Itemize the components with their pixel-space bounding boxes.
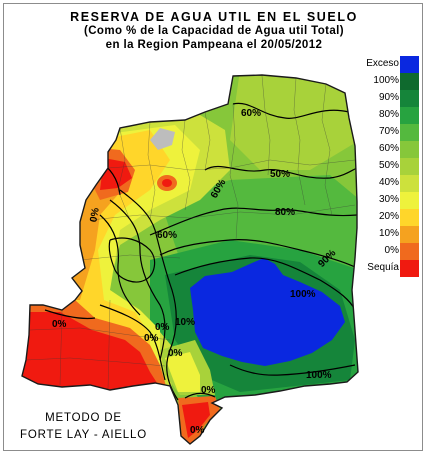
legend-swatch (400, 226, 419, 243)
legend-swatch (400, 56, 419, 73)
map-region-date: en la Region Pampeana el 20/05/2012 (105, 39, 323, 51)
contour-label: 0% (201, 385, 216, 396)
method-label: METODO DE (45, 412, 122, 424)
legend-swatch (400, 90, 419, 107)
legend-swatch (400, 260, 419, 277)
legend-label: 50% (378, 160, 399, 171)
contour-lines (44, 102, 358, 401)
legend-swatch (400, 124, 419, 141)
legend-item: 70% (352, 124, 422, 141)
legend-item: 40% (352, 175, 422, 192)
contour-label: 0% (168, 348, 183, 359)
legend-swatch (400, 175, 419, 192)
map-title: RESERVA DE AGUA UTIL EN EL SUELO (70, 10, 358, 24)
legend-item: Exceso (352, 56, 422, 73)
contour-label: 60% (157, 230, 177, 241)
legend-label: 100% (373, 75, 399, 86)
legend-label: 30% (378, 194, 399, 205)
legend-item: 50% (352, 158, 422, 175)
legend-swatch (400, 243, 419, 260)
map-subtitle: (Como % de la Capacidad de Agua util Tot… (84, 25, 344, 37)
legend-label: 0% (384, 245, 399, 256)
legend-label: Sequía (367, 262, 399, 273)
legend-item: 60% (352, 141, 422, 158)
legend-swatch (400, 107, 419, 124)
legend-label: Exceso (366, 58, 399, 69)
legend-swatch (400, 141, 419, 158)
method-authors: FORTE LAY - AIELLO (20, 429, 147, 441)
legend-item: Sequía (352, 260, 422, 277)
contour-label: 100% (306, 370, 332, 381)
legend-swatch (400, 158, 419, 175)
contour-label: 0% (88, 207, 101, 223)
legend-item: 30% (352, 192, 422, 209)
legend-swatch (400, 73, 419, 90)
legend-swatch (400, 209, 419, 226)
legend-label: 20% (378, 211, 399, 222)
legend-label: 90% (378, 92, 399, 103)
legend-label: 60% (378, 143, 399, 154)
district-borders (25, 75, 356, 391)
legend-item: 100% (352, 73, 422, 90)
legend-item: 90% (352, 90, 422, 107)
legend-label: 10% (378, 228, 399, 239)
legend-item: 10% (352, 226, 422, 243)
contour-label: 0% (190, 425, 205, 436)
legend-label: 70% (378, 126, 399, 137)
legend-item: 20% (352, 209, 422, 226)
contour-label: 0% (155, 322, 170, 333)
legend-swatch (400, 192, 419, 209)
contour-label: 10% (175, 317, 195, 328)
contour-label: 100% (290, 289, 316, 300)
contour-label: 80% (275, 207, 295, 218)
legend-label: 40% (378, 177, 399, 188)
contour-label: 50% (270, 169, 290, 180)
contour-label: 0% (144, 333, 159, 344)
contour-label: 0% (52, 319, 67, 330)
contour-label: 60% (241, 108, 261, 119)
legend-item: 80% (352, 107, 422, 124)
legend-item: 0% (352, 243, 422, 260)
legend-label: 80% (378, 109, 399, 120)
